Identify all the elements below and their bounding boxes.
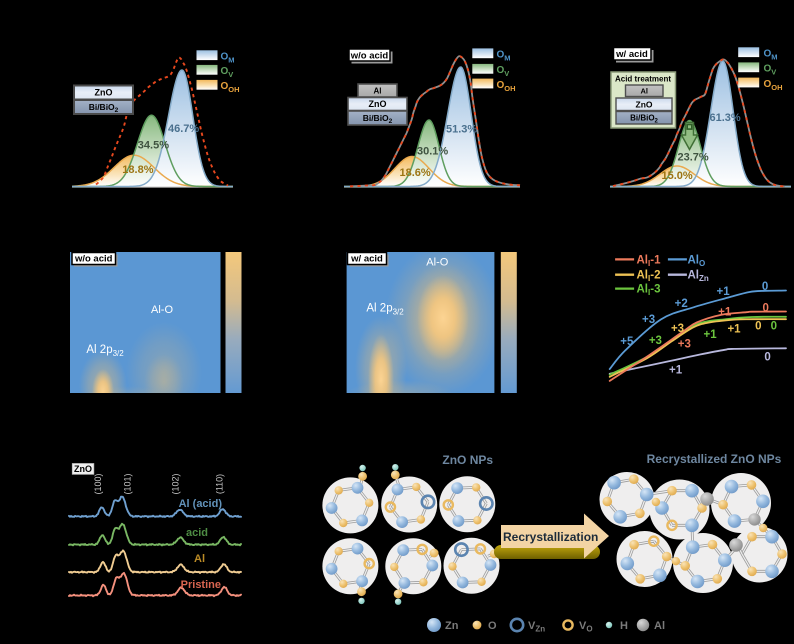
svg-text:OM: OM: [221, 52, 235, 65]
svg-text:+3: +3: [642, 314, 655, 326]
svg-text:OV: OV: [764, 64, 777, 77]
svg-text:Al-O: Al-O: [426, 257, 448, 269]
svg-text:H: H: [620, 620, 628, 632]
svg-text:Al-O: Al-O: [151, 304, 173, 316]
svg-text:ZnO NPs: ZnO NPs: [442, 453, 493, 467]
svg-text:+1: +1: [718, 307, 732, 319]
svg-text:+2: +2: [675, 298, 688, 310]
svg-text:Recrystallized ZnO NPs: Recrystallized ZnO NPs: [647, 452, 782, 466]
svg-text:30.1%: 30.1%: [417, 145, 448, 157]
svg-text:+5: +5: [620, 336, 634, 348]
svg-text:O: O: [488, 620, 497, 632]
svg-text:w/o acid: w/o acid: [74, 254, 113, 265]
svg-text:+1: +1: [717, 286, 731, 298]
svg-text:OV: OV: [221, 66, 234, 79]
svg-text:ZnO: ZnO: [636, 99, 653, 109]
svg-text:Zn: Zn: [445, 620, 459, 632]
svg-text:OOH: OOH: [764, 79, 783, 92]
svg-text:51.3%: 51.3%: [446, 124, 477, 136]
svg-text:34.5%: 34.5%: [138, 140, 169, 152]
svg-text:Al (acid): Al (acid): [179, 498, 223, 510]
svg-text:AlI-1: AlI-1: [637, 254, 662, 268]
svg-text:Bi/BiO2: Bi/BiO2: [89, 102, 119, 114]
svg-text:ZnO: ZnO: [369, 99, 387, 109]
svg-text:ZnO: ZnO: [74, 464, 92, 474]
svg-text:(100): (100): [93, 473, 103, 494]
svg-text:(110): (110): [215, 474, 225, 494]
svg-text:OOH: OOH: [221, 81, 240, 94]
svg-text:Bi/BiO2: Bi/BiO2: [630, 114, 658, 125]
svg-text:0: 0: [755, 320, 761, 332]
svg-text:OM: OM: [764, 49, 778, 62]
svg-text:Al: Al: [374, 86, 382, 95]
svg-text:+3: +3: [678, 339, 691, 351]
svg-text:23.7%: 23.7%: [678, 152, 709, 164]
svg-text:acid: acid: [186, 527, 208, 539]
svg-text:0: 0: [762, 302, 768, 314]
svg-text:(101): (101): [123, 473, 133, 494]
svg-text:AlI-2: AlI-2: [637, 270, 661, 284]
svg-text:+1: +1: [669, 365, 683, 377]
svg-text:OV: OV: [497, 65, 510, 78]
svg-text:61.3%: 61.3%: [710, 112, 741, 124]
svg-text:w/o acid: w/o acid: [350, 51, 389, 62]
svg-text:+3: +3: [671, 323, 684, 335]
svg-text:+1: +1: [704, 329, 718, 341]
svg-text:w/ acid: w/ acid: [350, 254, 383, 265]
svg-text:Pristine: Pristine: [181, 579, 221, 591]
svg-text:+1: +1: [727, 324, 741, 336]
svg-text:OOH: OOH: [497, 80, 516, 93]
svg-text:+3: +3: [649, 335, 662, 347]
svg-text:Bi/BiO2: Bi/BiO2: [363, 113, 393, 125]
svg-text:Recrystallization: Recrystallization: [503, 530, 598, 544]
svg-text:OM: OM: [497, 50, 511, 63]
svg-text:46.7%: 46.7%: [168, 123, 199, 135]
svg-text:15.0%: 15.0%: [662, 170, 693, 182]
svg-text:0: 0: [764, 352, 770, 364]
svg-text:18.6%: 18.6%: [400, 167, 431, 179]
svg-text:Al: Al: [194, 553, 205, 565]
svg-text:w/ acid: w/ acid: [615, 49, 648, 60]
svg-text:(102): (102): [171, 473, 181, 494]
svg-text:0: 0: [762, 281, 768, 293]
svg-text:ZnO: ZnO: [95, 88, 113, 98]
svg-text:AlI-3: AlI-3: [637, 284, 661, 298]
svg-text:Al: Al: [654, 620, 665, 632]
svg-text:Acid treatment: Acid treatment: [615, 75, 671, 84]
svg-text:18.8%: 18.8%: [122, 164, 153, 176]
svg-text:0: 0: [771, 320, 777, 332]
svg-text:Al: Al: [641, 86, 649, 95]
